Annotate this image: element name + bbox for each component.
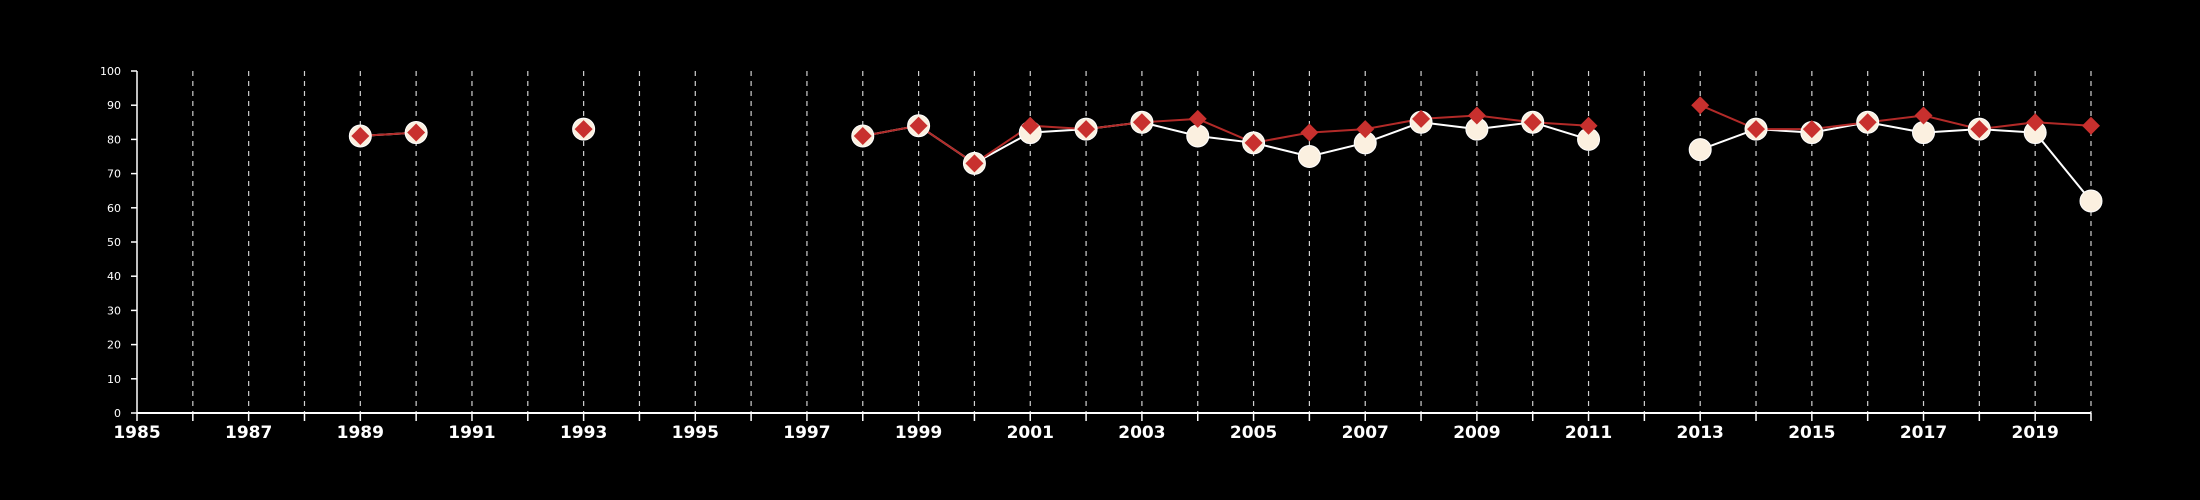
y-tick-label: 50	[107, 236, 121, 249]
diamond-marker	[2082, 116, 2100, 135]
diamond-marker	[1356, 120, 1375, 139]
grid-lines	[192, 71, 2092, 413]
diamond-marker	[1914, 106, 1933, 125]
x-tick-label: 1997	[783, 423, 830, 443]
diamond-marker	[1858, 113, 1877, 132]
diamond-marker	[1077, 120, 1096, 139]
diamond-marker	[1412, 109, 1431, 128]
x-tick-label: 2019	[2012, 423, 2059, 443]
y-tick-label: 70	[107, 168, 121, 181]
y-tick-label: 60	[107, 202, 121, 215]
y-tick-label: 10	[107, 373, 121, 386]
x-tick-label: 2001	[1007, 423, 1054, 443]
diamond-marker	[853, 126, 872, 145]
diamond-marker	[1579, 116, 1598, 135]
x-tick-label: 1987	[225, 423, 272, 443]
y-tick-label: 100	[100, 65, 121, 78]
diamond-marker	[965, 154, 984, 173]
diamond-marker	[1467, 106, 1486, 125]
circle-marker	[1186, 124, 1210, 148]
y-tick-label: 90	[107, 99, 121, 112]
diamond-marker	[1244, 133, 1263, 152]
x-tick-label: 1995	[672, 423, 719, 443]
diamond-marker	[1021, 116, 1040, 135]
diamond-marker	[1747, 120, 1766, 139]
diamond-marker	[1802, 120, 1821, 139]
x-tick-label: 2017	[1900, 423, 1947, 443]
x-tick-label: 2005	[1230, 423, 1277, 443]
diamond-marker	[407, 123, 426, 142]
x-tick-label: 2003	[1118, 423, 1165, 443]
diamond-marker	[1300, 123, 1319, 142]
circle-marker	[2079, 189, 2103, 213]
x-tick-label: 1989	[337, 423, 384, 443]
x-tick-label: 2011	[1565, 423, 1612, 443]
x-tick-label: 2007	[1342, 423, 1389, 443]
x-tick-label: 1999	[895, 423, 942, 443]
x-tick-label: 2015	[1788, 423, 1835, 443]
diamond-marker	[574, 120, 593, 139]
diamond-marker	[2026, 113, 2045, 132]
x-tick-label: 1991	[448, 423, 495, 443]
circle-marker	[1297, 145, 1321, 168]
x-tick-label: 1993	[560, 423, 607, 443]
diamond-marker	[1188, 109, 1207, 128]
circle-marker	[1688, 138, 1712, 162]
axes: 0 10 20 30 40 50 60 70 80 90 100 1985 1987 1989 1991 19…	[100, 65, 2092, 443]
diamond-marker	[1970, 120, 1989, 139]
series-markers	[348, 96, 2103, 213]
x-tick-label: 2013	[1677, 423, 1724, 443]
x-tick-label: 1985	[113, 423, 160, 443]
diamond-marker	[1523, 113, 1542, 132]
y-tick-label: 30	[107, 304, 121, 317]
y-tick-label: 20	[107, 339, 121, 352]
diamond-marker	[909, 116, 928, 135]
x-tick-label: 2009	[1453, 423, 1500, 443]
y-tick-label: 80	[107, 133, 121, 146]
y-tick-label: 40	[107, 270, 121, 283]
diamond-marker	[1132, 113, 1151, 132]
diamond-marker	[1691, 96, 1710, 115]
circle-marker	[1912, 121, 1936, 145]
y-tick-label: 0	[114, 407, 121, 420]
diamond-marker	[351, 126, 370, 145]
